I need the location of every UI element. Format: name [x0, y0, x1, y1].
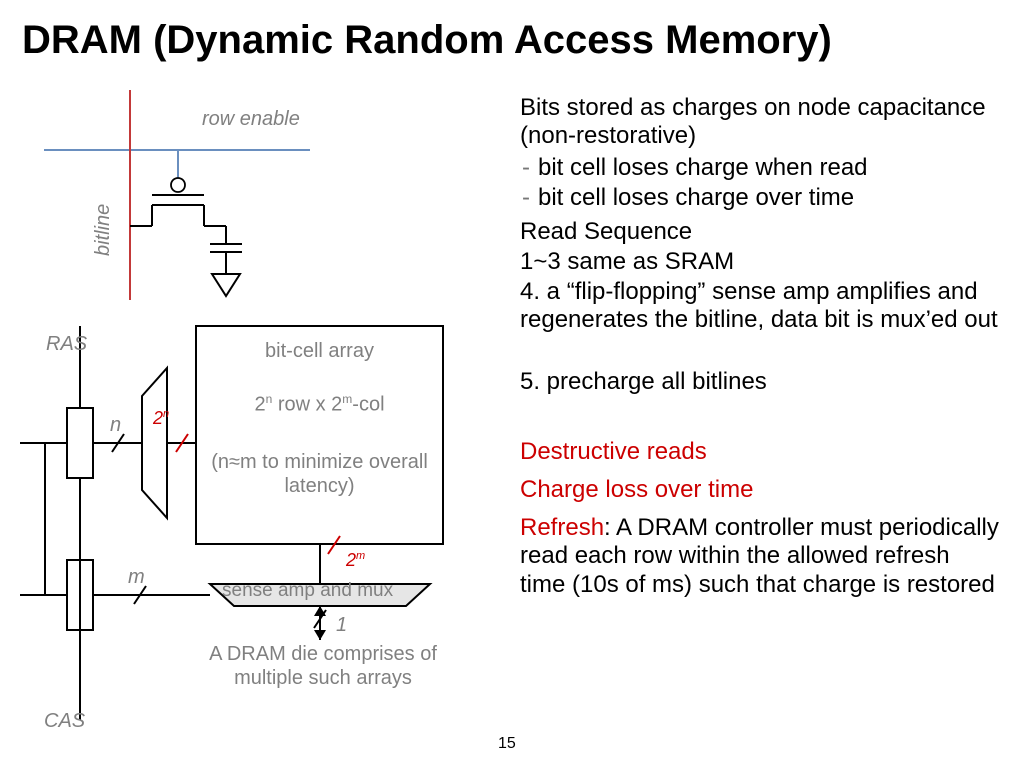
- label-two-m: 2m: [346, 550, 365, 571]
- label-footnote: A DRAM die comprises of multiple such ar…: [178, 642, 468, 690]
- label-bitcell-array: bit-cell array: [196, 340, 443, 363]
- label-ras: RAS: [46, 333, 87, 356]
- slide-number: 15: [498, 735, 516, 753]
- text-read-5: 5. precharge all bitlines: [520, 368, 1000, 396]
- label-bitline: bitline: [92, 204, 115, 256]
- label-n: n: [110, 414, 121, 437]
- text-bullet-2: bit cell loses charge over time: [520, 184, 1000, 212]
- text-read-seq: Read Sequence: [520, 218, 1000, 246]
- text-refresh: Refresh: A DRAM controller must periodic…: [520, 514, 1000, 599]
- label-m: m: [128, 566, 145, 589]
- label-row-enable: row enable: [202, 108, 300, 131]
- text-read-4: 4. a “flip-flopping” sense amp amplifies…: [520, 278, 1004, 335]
- label-bitcell-dim: 2n row x 2m-col: [196, 392, 443, 417]
- label-cas: CAS: [44, 710, 85, 733]
- label-one: 1: [336, 614, 347, 637]
- text-read-1: 1~3 same as SRAM: [520, 248, 1000, 276]
- label-bitcell-note: (n≈m to minimize overall latency): [206, 450, 433, 498]
- text-intro: Bits stored as charges on node capacitan…: [520, 94, 1000, 151]
- label-sense-amp: sense amp and mux: [222, 580, 393, 602]
- label-two-n: 2n: [153, 408, 169, 429]
- text-destructive: Destructive reads: [520, 438, 1000, 466]
- text-chargeloss: Charge loss over time: [520, 476, 1000, 504]
- text-bullet-1: bit cell loses charge when read: [520, 154, 1000, 182]
